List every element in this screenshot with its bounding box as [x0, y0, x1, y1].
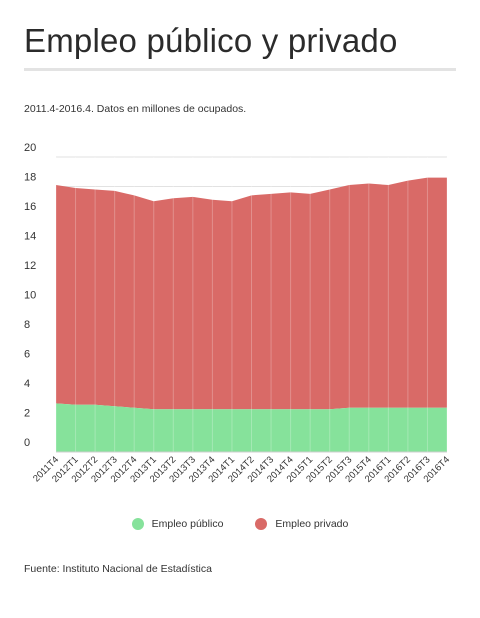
y-tick-label: 0	[24, 437, 30, 449]
legend-item-privado: Empleo privado	[255, 518, 348, 530]
y-tick-label: 4	[24, 378, 30, 390]
y-tick-label: 16	[24, 201, 36, 213]
y-tick-label: 20	[24, 142, 36, 154]
y-tick-label: 2	[24, 408, 30, 420]
y-tick-label: 8	[24, 319, 30, 331]
title-divider	[24, 68, 456, 71]
y-tick-label: 12	[24, 260, 36, 272]
y-tick-label: 10	[24, 290, 36, 302]
legend-swatch-publico	[131, 518, 144, 530]
area-empleo-publico	[56, 403, 447, 452]
area-chart: 024681012141618202011T42012T12012T22012T…	[24, 142, 452, 485]
area-empleo-privado	[56, 177, 447, 410]
y-tick-label: 6	[24, 349, 30, 361]
chart-title: Empleo público y privado	[24, 22, 398, 59]
legend: Empleo público Empleo privado	[0, 518, 480, 530]
legend-item-publico: Empleo público	[131, 518, 224, 530]
source-note: Fuente: Instituto Nacional de Estadístic…	[24, 563, 212, 575]
legend-label-privado: Empleo privado	[275, 518, 349, 530]
chart-subtitle: 2011.4-2016.4. Datos en millones de ocup…	[24, 103, 247, 115]
y-tick-label: 14	[24, 231, 36, 243]
legend-label-publico: Empleo público	[151, 518, 224, 530]
y-tick-label: 18	[24, 172, 36, 184]
legend-swatch-privado	[255, 518, 268, 530]
